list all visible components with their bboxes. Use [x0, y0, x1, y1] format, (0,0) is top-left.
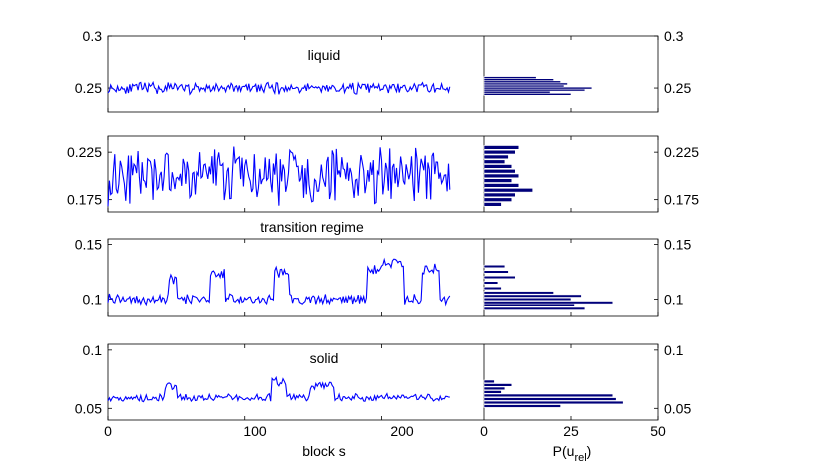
x-tick-label: 100 — [243, 423, 267, 439]
histogram-bar — [483, 149, 516, 155]
axes-box — [107, 35, 659, 113]
histogram-bar — [483, 145, 520, 150]
histogram-bar — [483, 173, 520, 179]
y-tick-label-right: 0.15 — [664, 237, 691, 253]
hist-axis-label-main: P(u — [553, 443, 575, 459]
hist-axis-label: P(urel) — [553, 443, 592, 464]
x-tick-label: 200 — [390, 423, 414, 439]
y-tick-label-right: 0.225 — [664, 144, 699, 160]
histogram-bar — [483, 270, 509, 274]
histogram-bar — [483, 264, 506, 269]
hist-tick-label: 0 — [480, 423, 488, 439]
hist-tick-label: 25 — [563, 423, 579, 439]
histogram-bar — [483, 202, 502, 207]
histogram-bar — [483, 397, 617, 401]
axes-box — [107, 238, 659, 317]
hist-axis-label-close: ) — [587, 443, 592, 459]
histogram-bar — [483, 188, 534, 193]
histogram-bar — [483, 90, 551, 94]
histogram-bar — [483, 400, 624, 405]
hist-axis-label-sub: rel — [574, 452, 586, 464]
histogram-bar — [483, 286, 502, 291]
y-tick-label-right: 0.3 — [664, 28, 684, 44]
y-tick-label: 0.175 — [67, 192, 102, 208]
histogram-bar — [483, 159, 506, 164]
y-tick-label: 0.25 — [75, 80, 102, 96]
axes-box — [107, 343, 659, 421]
panel-title: transition regime — [260, 219, 364, 235]
panel-title: liquid — [308, 47, 341, 63]
histogram-bar — [483, 281, 499, 285]
series-line — [107, 146, 451, 207]
histogram-bar — [483, 275, 516, 280]
y-tick-label-right: 0.1 — [664, 342, 684, 358]
histogram-bar — [483, 164, 513, 169]
panels: 0.3 0.3 0.25 0.25 liquid 0.225 0.225 0.175 0.175… — [67, 28, 699, 421]
hist-tick-label: 50 — [650, 423, 666, 439]
histogram-bar — [483, 78, 554, 81]
histogram-bar — [483, 178, 513, 183]
histogram-bar — [483, 84, 565, 88]
histogram-bar — [483, 379, 495, 384]
histogram-bar — [483, 183, 520, 188]
histogram-bar — [483, 301, 614, 305]
x-tick-label: 0 — [104, 423, 112, 439]
histogram-bar — [483, 82, 568, 86]
histogram-bar — [483, 306, 586, 310]
axes-box — [107, 135, 659, 213]
histogram-bar — [483, 86, 593, 90]
y-tick-label-right: 0.1 — [664, 292, 684, 308]
histogram-bar — [483, 192, 516, 198]
histogram-bar — [483, 76, 537, 79]
y-tick-label-right: 0.25 — [664, 80, 691, 96]
histogram-bar — [483, 169, 516, 174]
histogram-bar — [483, 197, 513, 202]
histogram-bar — [483, 154, 509, 160]
panel-1: 0.3 0.3 0.25 0.25 liquid — [75, 28, 691, 113]
histogram-bar — [483, 80, 561, 84]
histogram-bar — [483, 393, 614, 398]
panel-3: 0.15 0.15 0.1 0.1 transition regime — [75, 219, 691, 317]
panel-2: 0.225 0.225 0.175 0.175 — [67, 135, 699, 213]
panel-title: solid — [310, 350, 339, 366]
histogram-bar — [483, 297, 572, 302]
histogram-bar — [483, 404, 561, 408]
panel-4: 0.1 0.1 0.05 0.05 solid — [75, 342, 691, 421]
histogram-bar — [483, 383, 513, 387]
y-tick-label: 0.1 — [83, 292, 103, 308]
y-tick-label: 0.15 — [75, 237, 102, 253]
y-tick-label: 0.225 — [67, 144, 102, 160]
histogram-bar — [483, 93, 572, 96]
series-line — [107, 80, 451, 96]
y-tick-label-right: 0.175 — [664, 192, 699, 208]
y-tick-label: 0.3 — [83, 28, 103, 44]
y-tick-label-right: 0.05 — [664, 400, 691, 416]
histogram-bar — [483, 294, 582, 298]
x-axis-label: block s — [302, 443, 346, 459]
histogram-bar — [483, 390, 502, 394]
histogram-bar — [483, 88, 586, 92]
histogram-bar — [483, 291, 554, 295]
y-tick-label: 0.05 — [75, 400, 102, 416]
y-tick-label: 0.1 — [83, 342, 103, 358]
series-line — [107, 375, 450, 403]
histogram-bar — [483, 386, 506, 391]
series-line — [107, 257, 451, 307]
